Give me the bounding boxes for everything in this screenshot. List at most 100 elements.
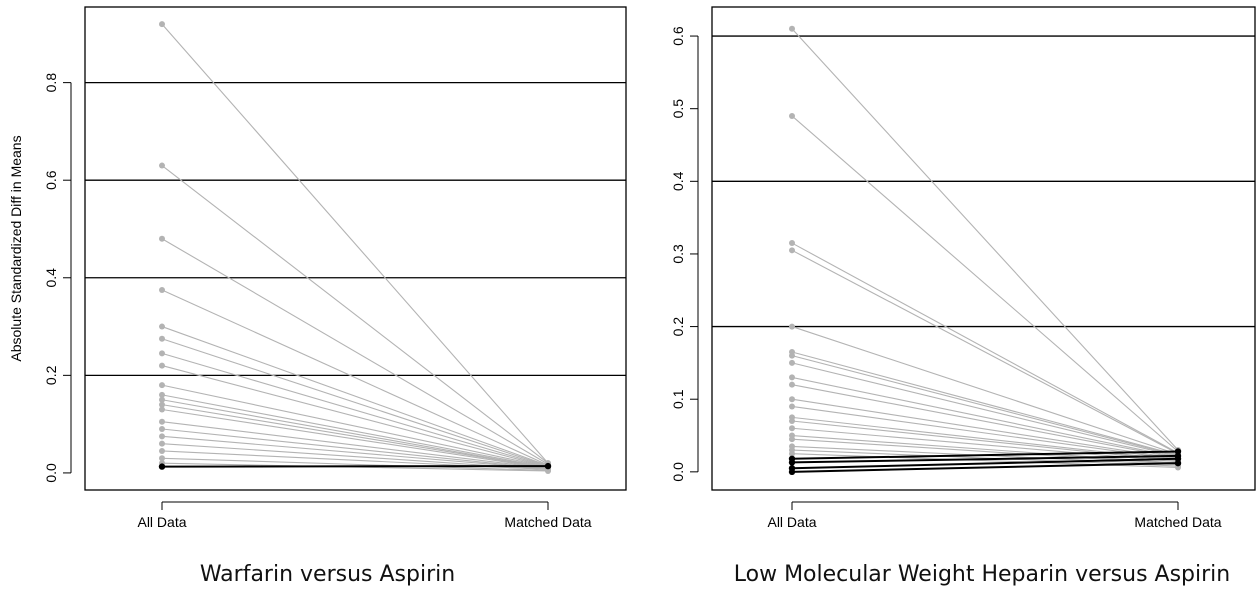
data-point-all	[159, 286, 165, 293]
covariate-line	[161, 421, 549, 470]
covariate-line	[161, 23, 549, 464]
covariate-line	[791, 376, 1179, 458]
covariate-line	[161, 365, 549, 468]
data-point-all	[789, 403, 795, 410]
y-tick-label: 0.2	[670, 317, 686, 337]
plot-frame	[84, 6, 627, 491]
y-tick-label: 0.4	[670, 171, 686, 191]
x-tick-label: Matched Data	[504, 514, 591, 530]
covariate-line	[161, 428, 549, 470]
data-point-all	[789, 352, 795, 359]
data-point-all	[789, 425, 795, 432]
y-tick-label: 0.2	[43, 365, 59, 385]
covariate-line	[791, 326, 1179, 455]
covariate-line	[791, 434, 1179, 464]
data-point-all	[158, 463, 166, 470]
covariate-line	[161, 394, 549, 469]
data-point-all	[159, 406, 165, 413]
covariate-line	[791, 449, 1179, 467]
data-point-all	[789, 247, 795, 254]
data-point-all	[159, 323, 165, 330]
covariate-line	[161, 384, 549, 468]
chart-caption-lmwh: Low Molecular Weight Heparin versus Aspi…	[733, 562, 1231, 587]
data-point-matched	[544, 462, 552, 470]
data-point-all	[789, 359, 795, 366]
data-point-all	[789, 418, 795, 424]
covariate-line	[791, 405, 1179, 461]
x-tick-label: All Data	[137, 514, 186, 530]
data-point-matched	[1174, 459, 1182, 467]
data-point-all	[159, 401, 165, 408]
balanced-covariate-line	[791, 454, 1179, 464]
covariate-line	[791, 242, 1179, 454]
y-tick-label: 0.0	[670, 462, 686, 482]
y-tick-label: 0.1	[670, 389, 686, 409]
data-point-all	[159, 440, 165, 447]
chart-warfarin: 0.0 0.2 0.4 0.6 0.8 All Data Matched Data Absol…	[8, 6, 627, 530]
y-tick-label: 0.5	[670, 99, 686, 119]
covariate-line	[161, 352, 549, 468]
covariate-line	[791, 355, 1179, 457]
x-tick-label: All Data	[767, 514, 816, 530]
data-point-all	[789, 112, 795, 119]
data-point-all	[159, 335, 165, 342]
data-point-all	[789, 25, 795, 32]
covariate-line	[791, 351, 1179, 456]
data-point-all	[159, 433, 165, 440]
data-point-all	[789, 323, 795, 330]
covariate-line	[791, 398, 1179, 460]
covariate-line	[161, 338, 549, 467]
covariate-line	[791, 420, 1179, 462]
data-point-all	[788, 459, 796, 466]
covariate-line	[791, 384, 1179, 459]
data-point-all	[159, 350, 165, 357]
data-point-all	[159, 396, 165, 403]
chart-lmwh: 0.0 0.1 0.2 0.3 0.4 0.5 0.6 All Data Matched Dat…	[670, 6, 1256, 530]
covariate-line	[791, 28, 1179, 451]
covariate-line	[161, 165, 549, 464]
y-tick-label: 0.0	[43, 463, 59, 483]
y-tick-label: 0.6	[43, 170, 59, 190]
data-point-all	[159, 447, 165, 454]
balanced-covariate-line	[791, 462, 1179, 473]
data-point-all	[159, 418, 165, 425]
covariate-line	[161, 435, 549, 470]
y-tick-label: 0.3	[670, 244, 686, 264]
y-axis-title: Absolute Standardized Diff in Means	[8, 135, 24, 361]
data-point-all	[789, 396, 795, 403]
data-point-all	[159, 235, 165, 242]
covariate-line	[791, 249, 1179, 455]
data-point-all	[159, 455, 165, 462]
covariate-line	[161, 404, 549, 469]
data-point-all	[159, 382, 165, 389]
data-point-all	[159, 391, 165, 398]
balanced-covariate-line	[791, 450, 1179, 460]
covariate-line	[161, 399, 549, 469]
data-point-all	[789, 381, 795, 388]
balanced-covariate-line	[791, 457, 1179, 470]
data-point-all	[789, 450, 795, 457]
data-point-all	[159, 426, 165, 433]
data-point-all	[789, 374, 795, 381]
y-tick-label: 0.4	[43, 268, 59, 288]
covariate-line	[791, 362, 1179, 458]
covariate-line	[161, 408, 549, 470]
y-tick-label: 0.8	[43, 73, 59, 93]
data-point-all	[789, 240, 795, 247]
data-point-matched	[545, 467, 551, 474]
data-point-all	[159, 21, 165, 28]
x-tick-label: Matched Data	[1134, 514, 1221, 530]
chart-caption-warfarin: Warfarin versus Aspirin	[199, 562, 456, 587]
data-point-all	[789, 436, 795, 443]
data-point-all	[788, 468, 796, 476]
covariate-line	[161, 326, 549, 467]
covariate-line	[161, 457, 549, 472]
covariate-line	[161, 289, 549, 466]
data-point-all	[159, 162, 165, 169]
data-point-all	[159, 362, 165, 369]
covariate-line	[161, 238, 549, 465]
data-point-matched	[1175, 464, 1181, 471]
plot-frame	[711, 6, 1256, 491]
covariate-line	[791, 115, 1179, 452]
